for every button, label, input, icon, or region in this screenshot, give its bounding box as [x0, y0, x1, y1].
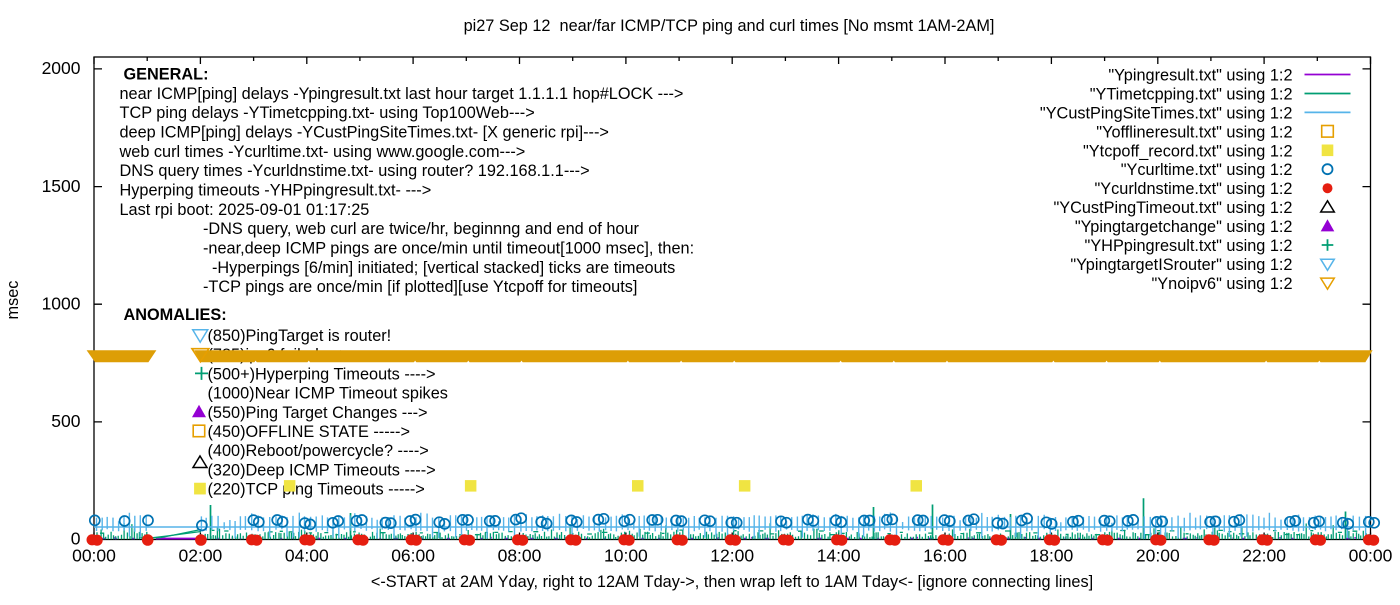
svg-text:00:00: 00:00 [72, 546, 116, 566]
svg-text:(450)OFFLINE STATE ----->: (450)OFFLINE STATE -----> [208, 423, 410, 441]
svg-text:18:00: 18:00 [1030, 546, 1074, 566]
svg-text:DNS query times -Ycurldnstime.: DNS query times -Ycurldnstime.txt- using… [120, 162, 590, 180]
svg-text:TCP ping delays -YTimetcpping.: TCP ping delays -YTimetcpping.txt- using… [120, 104, 535, 122]
svg-text:Last rpi boot: 2025-09-01 01:1: Last rpi boot: 2025-09-01 01:17:25 [120, 201, 370, 219]
svg-text:"YHPpingresult.txt" using 1:2: "YHPpingresult.txt" using 1:2 [1085, 237, 1293, 255]
svg-text:08:00: 08:00 [498, 546, 542, 566]
svg-text:1000: 1000 [42, 293, 81, 313]
svg-text:(220)TCP ping Timeouts ----->: (220)TCP ping Timeouts -----> [208, 481, 425, 499]
svg-text:02:00: 02:00 [179, 546, 223, 566]
svg-text:"YTimetcpping.txt" using 1:2: "YTimetcpping.txt" using 1:2 [1090, 86, 1293, 104]
svg-text:near ICMP[ping] delays -Ypingr: near ICMP[ping] delays -Ypingresult.txt … [120, 85, 684, 103]
svg-text:"Ypingtargetchange" using 1:2: "Ypingtargetchange" using 1:2 [1075, 218, 1293, 236]
svg-text:10:00: 10:00 [604, 546, 648, 566]
svg-text:00:00: 00:00 [1349, 546, 1393, 566]
svg-text:500: 500 [51, 411, 80, 431]
svg-text:"Yofflineresult.txt" using 1:2: "Yofflineresult.txt" using 1:2 [1096, 123, 1292, 141]
svg-text:"Ycurltime.txt" using 1:2: "Ycurltime.txt" using 1:2 [1121, 161, 1293, 179]
svg-text:14:00: 14:00 [817, 546, 861, 566]
svg-text:web curl times -Ycurltime.txt-: web curl times -Ycurltime.txt- using www… [119, 143, 526, 161]
svg-text:"YpingtargetISrouter" using 1:: "YpingtargetISrouter" using 1:2 [1070, 256, 1292, 274]
svg-text:2000: 2000 [42, 58, 81, 78]
svg-text:12:00: 12:00 [710, 546, 754, 566]
svg-text:"Ycurldnstime.txt" using 1:2: "Ycurldnstime.txt" using 1:2 [1095, 180, 1293, 198]
svg-text:1500: 1500 [42, 176, 81, 196]
svg-text:GENERAL:: GENERAL: [124, 66, 209, 84]
svg-text:"Ytcpoff_record.txt" using 1:2: "Ytcpoff_record.txt" using 1:2 [1083, 142, 1292, 160]
svg-text:msec: msec [4, 281, 22, 320]
svg-text:16:00: 16:00 [923, 546, 967, 566]
svg-text:"Ynoipv6" using 1:2: "Ynoipv6" using 1:2 [1152, 275, 1293, 293]
svg-text:0: 0 [71, 529, 81, 549]
svg-text:06:00: 06:00 [391, 546, 435, 566]
svg-text:pi27 Sep 12 near/far ICMP/TCP: pi27 Sep 12 near/far ICMP/TCP ping and c… [464, 17, 995, 35]
svg-text:(1000)Near ICMP Timeout spikes: (1000)Near ICMP Timeout spikes [208, 385, 448, 403]
svg-text:"YCustPingSiteTimes.txt" using: "YCustPingSiteTimes.txt" using 1:2 [1040, 104, 1293, 122]
svg-text:Hyperping timeouts -YHPpingres: Hyperping timeouts -YHPpingresult.txt- -… [120, 182, 432, 200]
svg-text:04:00: 04:00 [285, 546, 329, 566]
svg-text:20:00: 20:00 [1136, 546, 1180, 566]
svg-text:(320)Deep ICMP Timeouts ---->: (320)Deep ICMP Timeouts ----> [208, 461, 436, 479]
svg-text:-Hyperpings [6/min] initiated;: -Hyperpings [6/min] initiated; [vertical… [212, 259, 675, 277]
svg-text:22:00: 22:00 [1242, 546, 1286, 566]
svg-text:(850)PingTarget is router!: (850)PingTarget is router! [208, 327, 392, 345]
svg-text:-DNS query, web curl are twice: -DNS query, web curl are twice/hr, begin… [203, 220, 639, 238]
svg-text:-near,deep ICMP pings are once: -near,deep ICMP pings are once/min until… [203, 240, 694, 258]
svg-text:-TCP pings are once/min [if pl: -TCP pings are once/min [if plotted][use… [203, 278, 637, 296]
svg-text:"YCustPingTimeout.txt" using 1: "YCustPingTimeout.txt" using 1:2 [1053, 199, 1292, 217]
svg-text:deep ICMP[ping] delays -YCustP: deep ICMP[ping] delays -YCustPingSiteTim… [120, 124, 609, 142]
svg-text:(550)Ping Target Changes --->: (550)Ping Target Changes ---> [208, 404, 428, 422]
svg-text:(400)Reboot/powercycle? ---->: (400)Reboot/powercycle? ----> [208, 442, 429, 460]
svg-text:ANOMALIES:: ANOMALIES: [124, 306, 227, 324]
svg-text:(500+)Hyperping Timeouts ---->: (500+)Hyperping Timeouts ----> [208, 365, 436, 383]
svg-text:"Ypingresult.txt" using 1:2: "Ypingresult.txt" using 1:2 [1108, 67, 1292, 85]
svg-text:<-START at 2AM Yday, right to: <-START at 2AM Yday, right to 12AM Tday-… [371, 573, 1093, 591]
